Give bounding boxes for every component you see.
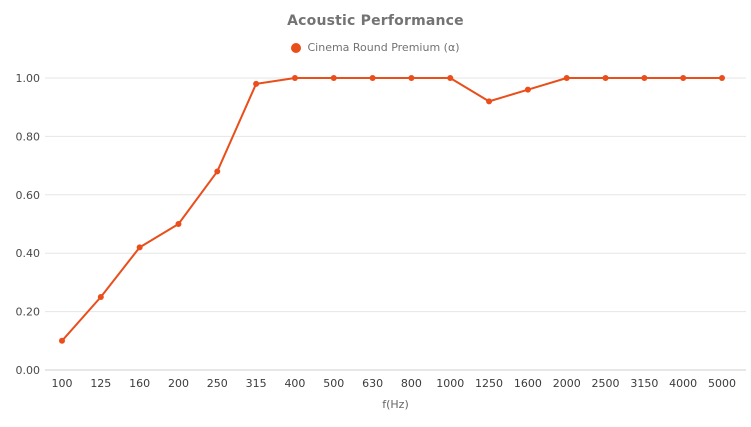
x-tick-label: 100 bbox=[52, 377, 73, 390]
data-point-1250[interactable] bbox=[486, 98, 493, 105]
x-tick-label: 5000 bbox=[708, 377, 736, 390]
chart-title: Acoustic Performance bbox=[287, 13, 464, 29]
data-point-315[interactable] bbox=[253, 80, 260, 87]
x-axis-title: f(Hz) bbox=[382, 398, 409, 411]
y-tick-label: 0.40 bbox=[16, 247, 41, 260]
legend-label: Cinema Round Premium (α) bbox=[307, 41, 460, 54]
data-point-200[interactable] bbox=[175, 221, 182, 227]
y-tick-label: 0.60 bbox=[16, 189, 41, 202]
data-point-800[interactable] bbox=[408, 75, 415, 81]
data-point-100[interactable] bbox=[59, 337, 65, 344]
data-point-3150[interactable] bbox=[641, 75, 648, 81]
data-point-1000[interactable] bbox=[447, 75, 454, 81]
x-tick-label: 200 bbox=[168, 377, 189, 390]
x-tick-label: 2000 bbox=[553, 377, 581, 390]
x-tick-label: 315 bbox=[246, 377, 267, 390]
y-tick-label: 0.20 bbox=[16, 306, 41, 319]
x-tick-label: 400 bbox=[284, 377, 305, 390]
x-tick-label: 2500 bbox=[592, 377, 620, 390]
x-tick-label: 125 bbox=[90, 377, 111, 390]
data-point-1600[interactable] bbox=[524, 86, 531, 93]
data-point-125[interactable] bbox=[97, 294, 104, 300]
series-line bbox=[61, 77, 723, 342]
y-tick-label: 0.80 bbox=[16, 130, 41, 143]
data-point-2500[interactable] bbox=[602, 75, 609, 81]
x-tick-label: 3150 bbox=[630, 377, 658, 390]
data-point-4000[interactable] bbox=[680, 75, 687, 81]
data-point-400[interactable] bbox=[291, 75, 298, 81]
x-tick-label: 1250 bbox=[475, 377, 503, 390]
data-point-250[interactable] bbox=[214, 168, 221, 175]
x-tick-label: 800 bbox=[401, 377, 422, 390]
x-tick-label: 500 bbox=[323, 377, 344, 390]
y-tick-label: 0.00 bbox=[16, 364, 41, 377]
data-point-630[interactable] bbox=[369, 75, 376, 81]
legend[interactable]: Cinema Round Premium (α) bbox=[0, 41, 751, 54]
legend-marker-icon bbox=[291, 42, 302, 53]
data-point-500[interactable] bbox=[330, 75, 337, 81]
data-point-5000[interactable] bbox=[719, 75, 725, 81]
x-tick-label: 1000 bbox=[436, 377, 464, 390]
data-point-2000[interactable] bbox=[563, 75, 570, 81]
x-tick-label: 250 bbox=[207, 377, 228, 390]
data-point-160[interactable] bbox=[136, 244, 143, 251]
x-tick-label: 1600 bbox=[514, 377, 542, 390]
y-tick-label: 1.00 bbox=[16, 72, 41, 85]
x-tick-label: 4000 bbox=[669, 377, 697, 390]
x-tick-label: 160 bbox=[129, 377, 150, 390]
x-tick-label: 630 bbox=[362, 377, 383, 390]
